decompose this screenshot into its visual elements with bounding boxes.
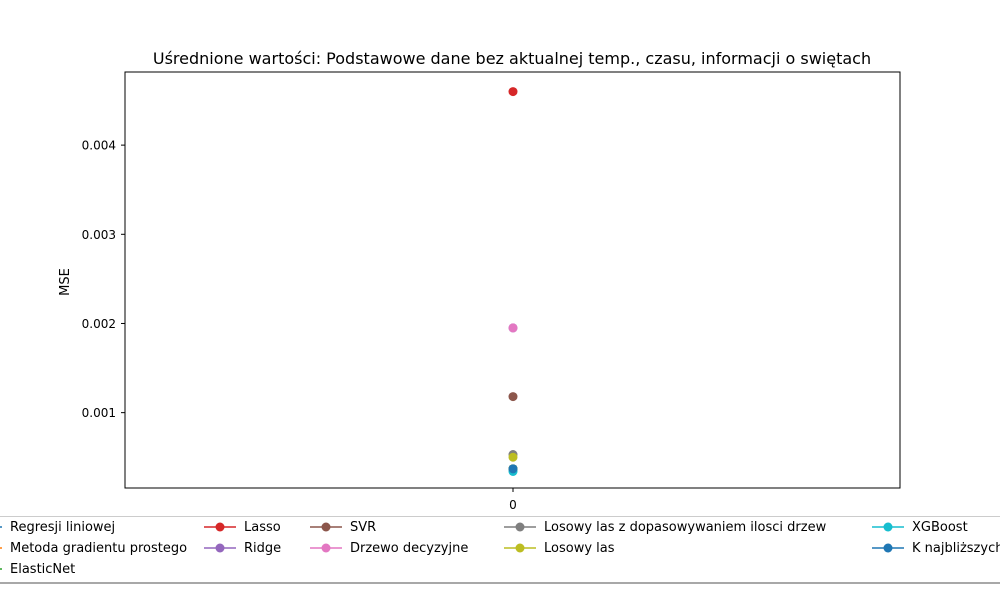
legend-entry: K najbliższych — [872, 538, 1000, 558]
legend-label: Losowy las z dopasowywaniem ilosci drzew — [544, 519, 827, 535]
legend-label: Losowy las — [544, 540, 615, 556]
y-tick-label: 0.003 — [82, 228, 116, 242]
legend-entry: Ridge — [204, 538, 281, 558]
legend-marker — [204, 522, 236, 532]
legend-label: Regresji liniowej — [10, 519, 116, 535]
legend-entry: XGBoost — [872, 517, 968, 537]
x-tick-label: 0 — [509, 498, 517, 512]
legend-entry: Losowy las — [504, 538, 615, 558]
legend-label: Metoda gradientu prostego — [10, 540, 188, 556]
legend-marker — [0, 547, 2, 549]
legend — [0, 516, 1000, 584]
data-point — [508, 87, 518, 97]
legend-marker — [0, 526, 2, 528]
legend-entry: Regresji liniowej — [0, 517, 115, 537]
legend-label: ElasticNet — [10, 561, 76, 577]
legend-marker — [504, 522, 536, 532]
y-axis: 0.001 0.002 0.003 0.004 — [82, 139, 125, 420]
legend-marker — [872, 543, 904, 553]
legend-entry: Losowy las z dopasowywaniem ilosci drzew — [504, 517, 826, 537]
legend-marker — [310, 522, 342, 532]
legend-entry: ElasticNet — [0, 559, 75, 579]
legend-label: Ridge — [244, 540, 282, 556]
y-axis-label: MSE — [58, 268, 73, 296]
data-point — [508, 452, 518, 462]
plot-area — [124, 71, 901, 489]
data-point — [508, 464, 518, 474]
legend-entry: Drzewo decyzyjne — [310, 538, 468, 558]
data-points — [508, 87, 518, 477]
y-tick-label: 0.002 — [82, 317, 116, 331]
legend-marker — [0, 568, 2, 570]
legend-entry: Lasso — [204, 517, 281, 537]
legend-entry: SVR — [310, 517, 376, 537]
legend-label: Drzewo decyzyjne — [350, 540, 469, 556]
data-point — [508, 323, 518, 333]
y-tick-label: 0.004 — [82, 139, 116, 153]
legend-label: SVR — [350, 519, 377, 535]
y-tick-label: 0.001 — [82, 406, 116, 420]
chart-title: Uśrednione wartości: Podstawowe dane bez… — [153, 49, 871, 68]
legend-marker — [872, 522, 904, 532]
legend-label: K najbliższych — [912, 540, 1000, 556]
legend-label: XGBoost — [912, 519, 968, 535]
legend-marker — [310, 543, 342, 553]
legend-entry: Metoda gradientu prostego — [0, 538, 187, 558]
legend-label: Lasso — [244, 519, 281, 535]
legend-marker — [504, 543, 536, 553]
data-point — [508, 392, 518, 402]
x-axis: 0 — [509, 488, 517, 512]
legend-marker — [204, 543, 236, 553]
